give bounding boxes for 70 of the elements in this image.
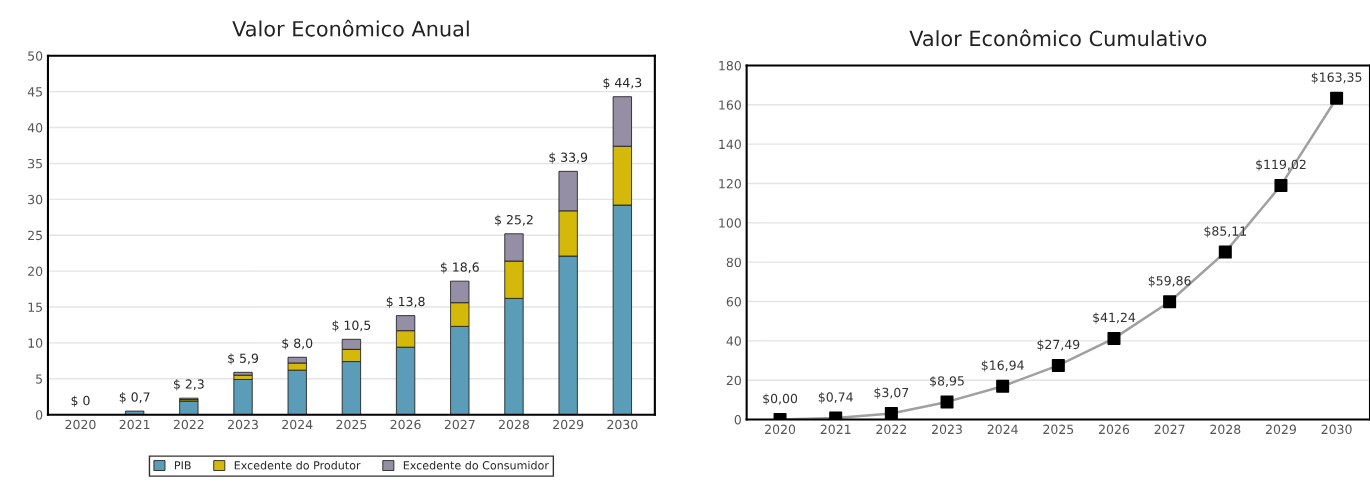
text: $ 0: [71, 395, 90, 407]
total-label: $ 33,9: [549, 152, 588, 164]
legend-label: Excedente do Consumidor: [403, 460, 549, 470]
total-label: $ 44,3: [603, 77, 642, 89]
legend-label: PIB: [174, 461, 191, 470]
y-tick-label: 80: [726, 257, 741, 268]
data-label: $0,74: [818, 392, 853, 404]
x-tick-label: 2026: [1098, 424, 1130, 435]
y-tick-label: 50: [28, 51, 43, 61]
data-label: $85,11: [1204, 226, 1247, 238]
x-tick-label: 2028: [1210, 424, 1241, 435]
x-tick-label: 2024: [987, 424, 1018, 435]
y-tick-label: 15: [28, 302, 42, 312]
data-label: $41,24: [1093, 312, 1136, 324]
total-label: $ 13,8: [386, 296, 425, 308]
data-label: $59,86: [1148, 275, 1191, 288]
data-label: $119,02: [1256, 159, 1306, 171]
x-tick-label: 2020: [765, 424, 796, 435]
x-tick-label: 2027: [1154, 424, 1185, 435]
total-label: $ 25,2: [495, 214, 533, 227]
x-tick-label: 2023: [932, 424, 962, 435]
y-tick-label: 30: [28, 194, 43, 205]
y-tick-label: 120: [719, 178, 741, 189]
total-label: $ 0,7: [119, 392, 150, 404]
y-tick-label: 160: [719, 100, 741, 110]
data-label: $27,49: [1037, 339, 1080, 351]
data-label: $3,07: [874, 387, 909, 399]
x-tick-label: 2029: [553, 419, 584, 430]
y-tick-label: 180: [719, 60, 741, 71]
data-label: $16,94: [981, 360, 1024, 372]
y-tick-label: 0: [734, 415, 741, 425]
data-label: $0,00: [763, 393, 798, 405]
y-tick-label: 45: [27, 87, 42, 97]
chart-title: Valor Econômico Anual: [232, 19, 469, 37]
total-label: $ 2,3: [173, 379, 204, 391]
total-label: $ 18,6: [440, 262, 479, 274]
y-tick-label: 5: [36, 374, 42, 384]
chart-title: Valor Econômico Cumulativo: [909, 29, 1207, 47]
total-label: $ 8,0: [282, 338, 313, 350]
y-tick-label: 10: [28, 338, 43, 348]
x-tick-label: 2022: [173, 419, 204, 430]
x-tick-label: 2025: [1043, 424, 1074, 435]
x-tick-label: 2027: [444, 419, 475, 430]
y-tick-label: 60: [726, 296, 741, 307]
y-tick-label: 20: [28, 266, 43, 277]
x-tick-label: 2029: [1265, 424, 1296, 435]
y-tick-label: 40: [726, 336, 741, 346]
x-tick-label: 2025: [336, 419, 367, 430]
total-label: $ 5,9: [228, 353, 259, 365]
x-tick-label: 2021: [119, 419, 150, 430]
y-tick-label: 20: [726, 375, 741, 386]
x-tick-label: 2028: [498, 419, 530, 430]
y-tick-label: 25: [28, 230, 42, 241]
x-tick-label: 2020: [65, 419, 96, 430]
x-tick-label: 2023: [228, 419, 258, 430]
x-tick-label: 2021: [820, 424, 851, 435]
y-tick-label: 100: [719, 218, 741, 228]
y-tick-label: 40: [27, 123, 43, 133]
data-label: $163,35: [1311, 72, 1362, 84]
total-label: $ 10,5: [332, 320, 371, 332]
y-tick-label: 0: [35, 410, 43, 420]
legend-label: Excedente do Produtor: [234, 460, 361, 470]
x-tick-label: 2030: [607, 419, 638, 430]
x-tick-label: 2026: [390, 419, 421, 430]
x-tick-label: 2022: [876, 424, 907, 435]
data-label: $8,95: [930, 375, 964, 388]
x-tick-label: 2030: [1321, 424, 1352, 435]
y-tick-label: 35: [28, 158, 42, 169]
y-tick-label: 140: [719, 139, 741, 150]
x-tick-label: 2024: [282, 419, 313, 430]
